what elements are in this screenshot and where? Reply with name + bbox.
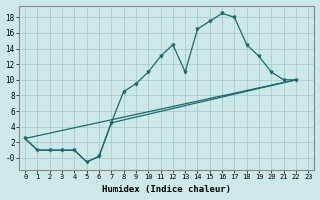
X-axis label: Humidex (Indice chaleur): Humidex (Indice chaleur) bbox=[102, 185, 231, 194]
